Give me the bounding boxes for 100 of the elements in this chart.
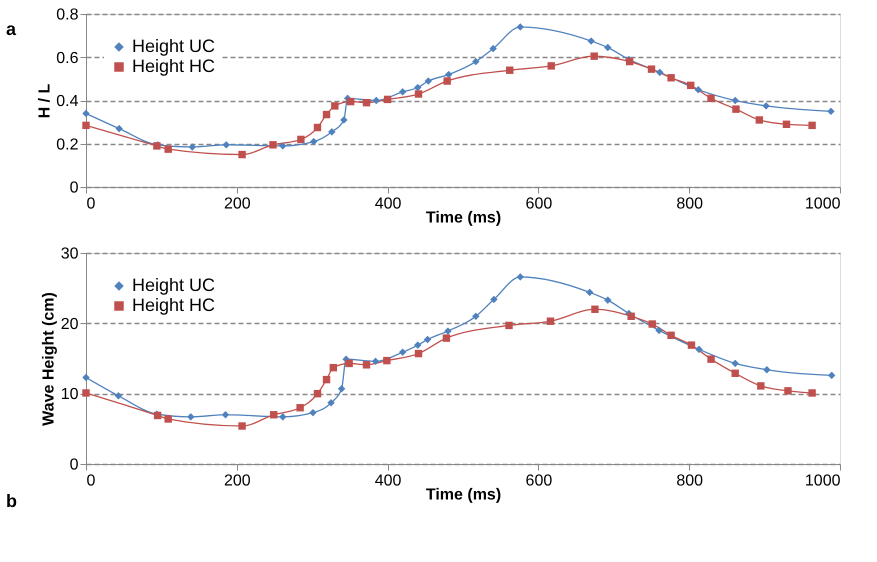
point [297,136,305,144]
x-tick-label: 400 [374,196,402,212]
point [656,68,664,76]
point [327,399,335,407]
point [505,322,513,330]
point [279,142,286,150]
x-tick-label: 0 [86,472,96,490]
x-tick-label: 800 [676,472,704,490]
x-tick-label: 200 [224,196,251,212]
point [115,124,123,132]
point [328,128,336,136]
x-tick-label: 800 [676,196,704,212]
point [270,411,278,418]
x-tick-label: 1000 [804,196,841,212]
point [414,350,422,358]
point [309,408,317,416]
point [627,312,635,320]
point [688,341,696,349]
point [687,82,694,90]
point [322,376,330,384]
point [667,332,675,339]
y-tick-label: 30 [60,246,79,262]
point [346,98,354,106]
point [82,110,90,118]
point [372,358,380,366]
point [757,382,765,390]
point [238,422,246,430]
point [590,52,598,60]
point [548,62,555,70]
y-axis-title: Wave Height (cm) [40,292,58,426]
y-tick-label: 0.6 [56,50,79,67]
x-tick-label: 400 [374,472,402,490]
point [782,120,790,128]
point [586,288,594,296]
point [489,44,497,52]
point [546,318,554,325]
y-axis-title: H / L [36,83,54,118]
x-tick-label: 1000 [804,472,841,490]
point [442,334,450,342]
point [310,138,318,146]
point [756,116,764,124]
point [648,65,656,73]
legend-label: Height HC [132,56,216,76]
point [187,413,195,421]
point [314,390,322,398]
point [114,392,122,400]
point [443,77,451,85]
point [808,389,816,397]
point [587,37,595,45]
point [296,404,304,412]
point [82,122,90,130]
text: b [6,491,17,511]
point [188,143,196,151]
y-tick-label: 0.8 [56,6,79,24]
point [707,355,715,363]
point [269,141,277,149]
point [330,364,338,372]
point [731,370,739,377]
point [444,70,452,78]
point [338,385,346,392]
point [808,122,816,130]
point [340,116,348,124]
point [731,360,739,368]
y-tick-label: 20 [60,316,79,333]
y-tick-label: 10 [60,386,79,404]
point [383,356,391,364]
point [667,74,675,82]
legend-label: Height UC [132,275,216,295]
point [345,360,353,368]
y-tick-label: 0.2 [56,136,79,154]
point [279,413,286,421]
point [398,88,406,96]
point [694,86,702,94]
point [827,108,835,116]
point [516,23,524,31]
point [472,58,480,66]
legend-label: Height UC [132,36,216,56]
point [763,366,771,374]
point [707,94,715,102]
point [164,145,172,153]
point [384,96,392,104]
point [424,77,432,85]
point [648,320,656,328]
text: a [6,19,17,39]
point [82,374,90,382]
point [164,415,172,423]
x-tick-label: 0 [86,196,96,212]
x-tick-label: 200 [224,472,251,490]
y-tick-label: 0 [70,180,79,196]
x-tick-label: 600 [526,472,552,490]
legend-label: Height HC [132,295,216,315]
point [591,306,599,313]
point [444,327,452,335]
point [472,312,480,320]
point [506,66,514,74]
point [604,296,612,304]
point [732,105,740,113]
point [516,273,524,281]
x-tick-label: 600 [526,196,552,212]
point [731,96,739,104]
